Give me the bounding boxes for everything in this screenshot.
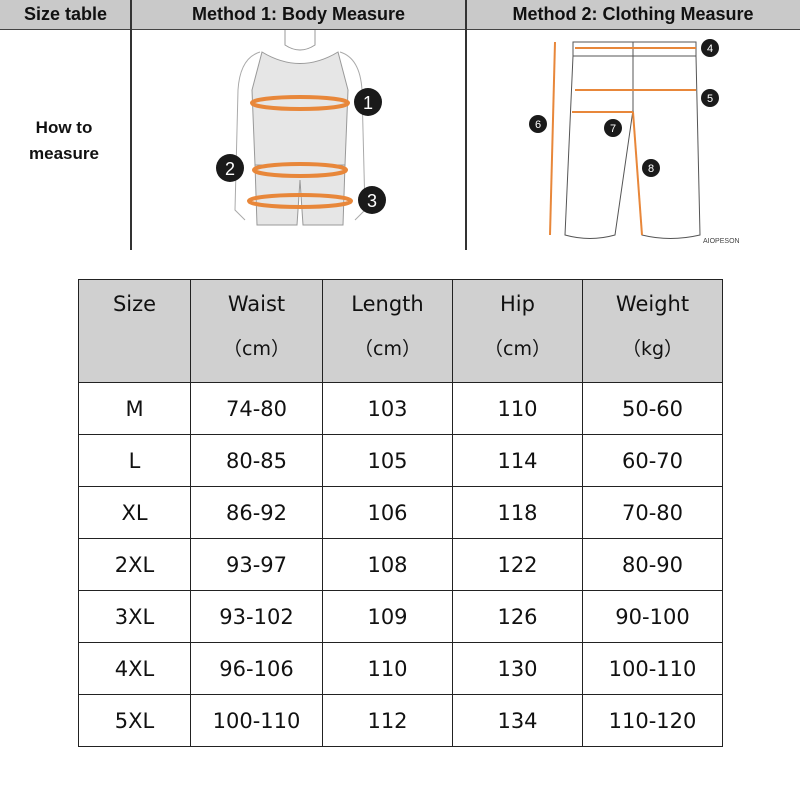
table-cell: 80-85 bbox=[190, 434, 323, 487]
how-to-measure-label: How to measure bbox=[0, 115, 128, 167]
size-table: Size Waist （cm） Length （cm） Hip （cm） Weight… bbox=[78, 279, 723, 747]
body-figure-illustration: 1 2 3 bbox=[216, 30, 386, 226]
col-size: Size bbox=[78, 279, 191, 383]
shorts-figure-illustration: 4 5 6 7 8 AIOPESON bbox=[529, 39, 740, 245]
table-cell: L bbox=[78, 434, 191, 487]
table-row: 3XL 93-102 109 126 90-100 bbox=[78, 590, 723, 643]
table-cell: 106 bbox=[322, 486, 453, 539]
table-row: 4XL 96-106 110 130 100-110 bbox=[78, 642, 723, 695]
marker-1 bbox=[354, 88, 382, 116]
divider bbox=[130, 0, 132, 250]
svg-text:1: 1 bbox=[363, 93, 373, 113]
col-weight: Weight （kg） bbox=[582, 279, 723, 383]
marker-2 bbox=[216, 154, 244, 182]
table-cell: 70-80 bbox=[582, 486, 723, 539]
table-cell: 118 bbox=[452, 486, 583, 539]
svg-text:3: 3 bbox=[367, 191, 377, 211]
table-cell: 90-100 bbox=[582, 590, 723, 643]
col-hip: Hip （cm） bbox=[452, 279, 583, 383]
table-cell: XL bbox=[78, 486, 191, 539]
table-cell: 96-106 bbox=[190, 642, 323, 695]
svg-text:2: 2 bbox=[225, 159, 235, 179]
table-cell: 126 bbox=[452, 590, 583, 643]
table-cell: 109 bbox=[322, 590, 453, 643]
svg-text:8: 8 bbox=[648, 163, 654, 175]
marker-3 bbox=[358, 186, 386, 214]
table-cell: 103 bbox=[322, 382, 453, 435]
table-cell: 130 bbox=[452, 642, 583, 695]
col-length: Length （cm） bbox=[322, 279, 453, 383]
table-cell: 5XL bbox=[78, 694, 191, 747]
table-cell: 114 bbox=[452, 434, 583, 487]
table-cell: 86-92 bbox=[190, 486, 323, 539]
how-to-line1: How to bbox=[35, 118, 93, 137]
table-cell: 122 bbox=[452, 538, 583, 591]
svg-text:7: 7 bbox=[610, 123, 616, 135]
table-cell: 112 bbox=[322, 694, 453, 747]
table-row: XL 86-92 106 118 70-80 bbox=[78, 486, 723, 539]
size-table-header: Size table bbox=[0, 0, 131, 30]
table-cell: 105 bbox=[322, 434, 453, 487]
table-cell: 50-60 bbox=[582, 382, 723, 435]
col-waist: Waist （cm） bbox=[190, 279, 323, 383]
table-cell: 93-102 bbox=[190, 590, 323, 643]
table-cell: 134 bbox=[452, 694, 583, 747]
svg-text:4: 4 bbox=[707, 43, 713, 55]
header-row: Size Waist （cm） Length （cm） Hip （cm） Weight… bbox=[78, 279, 723, 383]
table-cell: 3XL bbox=[78, 590, 191, 643]
table-cell: 110 bbox=[452, 382, 583, 435]
method2-header: Method 2: Clothing Measure bbox=[466, 0, 800, 30]
table-row: M 74-80 103 110 50-60 bbox=[78, 382, 723, 435]
divider bbox=[465, 0, 467, 250]
table-row: L 80-85 105 114 60-70 bbox=[78, 434, 723, 487]
table-cell: M bbox=[78, 382, 191, 435]
table-cell: 93-97 bbox=[190, 538, 323, 591]
method1-header: Method 1: Body Measure bbox=[131, 0, 466, 30]
table-cell: 80-90 bbox=[582, 538, 723, 591]
table-cell: 110-120 bbox=[582, 694, 723, 747]
table-cell: 4XL bbox=[78, 642, 191, 695]
watermark: AIOPESON bbox=[703, 238, 740, 245]
svg-text:6: 6 bbox=[535, 119, 541, 131]
how-to-line2: measure bbox=[29, 144, 99, 163]
table-row: 5XL 100-110 112 134 110-120 bbox=[78, 694, 723, 747]
table-cell: 100-110 bbox=[582, 642, 723, 695]
table-row: 2XL 93-97 108 122 80-90 bbox=[78, 538, 723, 591]
svg-text:5: 5 bbox=[707, 93, 713, 105]
table-cell: 2XL bbox=[78, 538, 191, 591]
table-cell: 74-80 bbox=[190, 382, 323, 435]
table-cell: 110 bbox=[322, 642, 453, 695]
table-cell: 60-70 bbox=[582, 434, 723, 487]
table-cell: 108 bbox=[322, 538, 453, 591]
table-cell: 100-110 bbox=[190, 694, 323, 747]
how-to-measure-section: Size table Method 1: Body Measure Method… bbox=[0, 0, 800, 250]
